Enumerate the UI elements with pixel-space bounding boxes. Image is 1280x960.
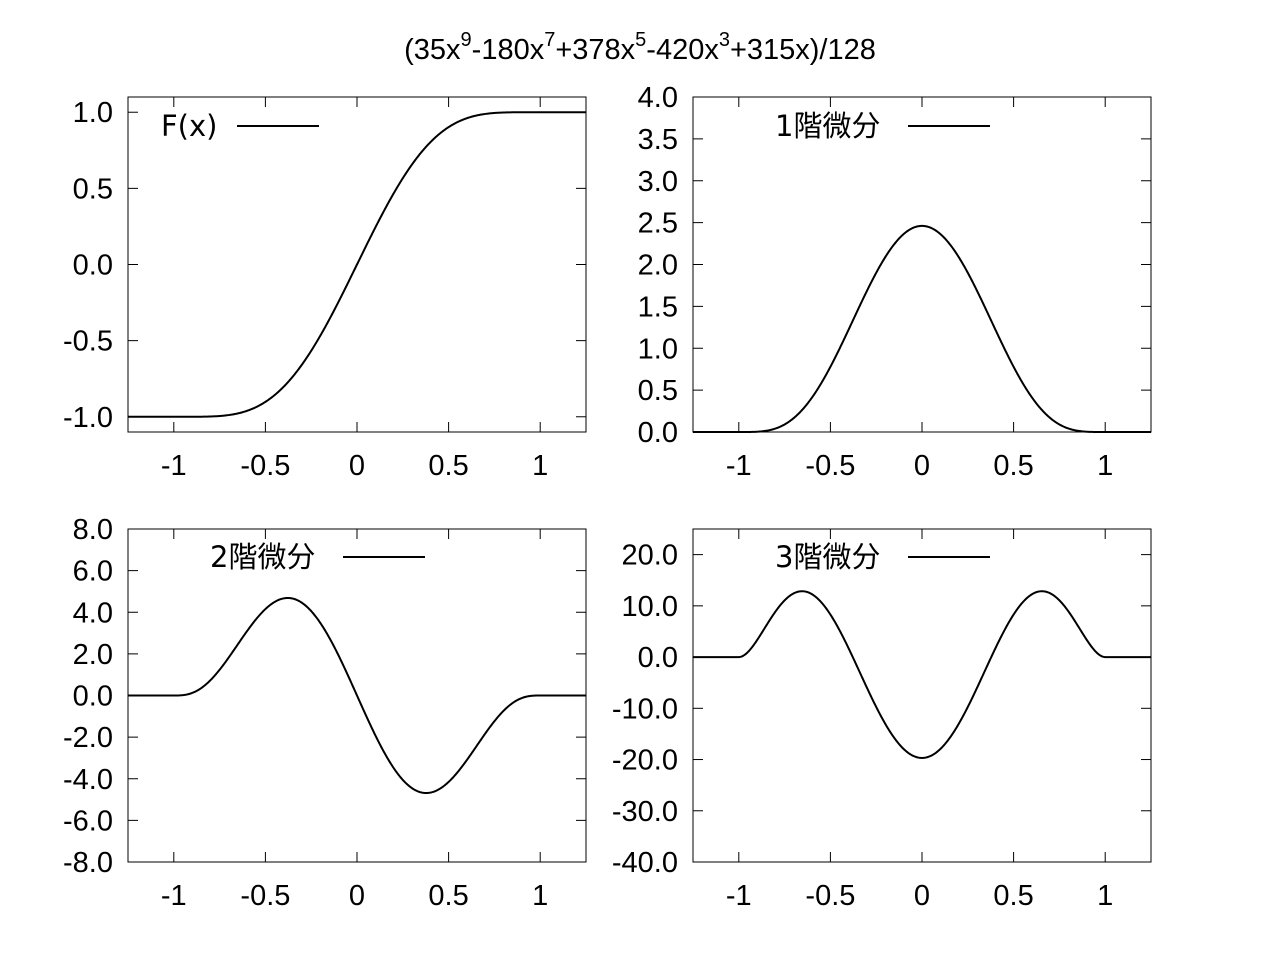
- y-tick-label: -10.0: [612, 693, 678, 725]
- y-tick-label: 3.5: [638, 124, 678, 156]
- x-tick-label: -1: [726, 880, 752, 912]
- x-tick-label: -0.5: [805, 450, 855, 482]
- chart-panel-3: -1 -0.5 0 0.5 1 -8.0 -6.0 -4.0 -2.0 0.0 2.0 4.0 6.0 8…: [63, 514, 587, 912]
- y-tick-label: 2.5: [638, 208, 678, 240]
- series-line: [693, 224, 1151, 433]
- legend-label: F(x): [161, 109, 217, 143]
- chart-panel-4: -1 -0.5 0 0.5 1 -40.0 -30.0 -20.0 -10.0 0.0 10.0 20…: [612, 528, 1152, 912]
- legend-label: 1階微分: [775, 109, 880, 143]
- x-tick-label: 0: [349, 450, 365, 482]
- y-tick-label: 1.0: [638, 333, 678, 365]
- x-tick-label: 1: [532, 880, 548, 912]
- y-tick-label: -2.0: [63, 722, 113, 754]
- title-superscript: 5: [635, 29, 646, 51]
- x-tick-label: 0.5: [428, 880, 468, 912]
- x-tick-label: 0.5: [993, 450, 1033, 482]
- x-tick-label: 0: [349, 880, 365, 912]
- y-tick-label: 4.0: [638, 82, 678, 114]
- title-segment: +378x: [555, 34, 635, 66]
- y-tick-label: 6.0: [73, 556, 113, 588]
- y-tick-label: 10.0: [622, 591, 678, 623]
- y-tick-label: 0.5: [638, 375, 678, 407]
- chart-panel-1: -1 -0.5 0 0.5 1 -1.0 -0.5 0.0 0.5 1.0 F(x): [63, 96, 587, 482]
- x-tick-label: 1: [532, 450, 548, 482]
- y-tick-label: 2.0: [73, 639, 113, 671]
- title-superscript: 3: [719, 29, 730, 51]
- title-segment: -180x: [472, 34, 545, 66]
- y-tick-label: -6.0: [63, 805, 113, 837]
- y-tick-label: 0.0: [73, 681, 113, 713]
- y-tick-label: -40.0: [612, 847, 678, 879]
- plot-frame: [692, 528, 1152, 863]
- x-tick-label: 0.5: [993, 880, 1033, 912]
- y-tick-label: -30.0: [612, 796, 678, 828]
- series-line: [693, 590, 1151, 759]
- x-tick-label: 0: [914, 880, 930, 912]
- x-tick-label: 0.5: [428, 450, 468, 482]
- y-tick-label: -0.5: [63, 326, 113, 358]
- x-tick-label: 1: [1097, 450, 1113, 482]
- x-tick-label: -0.5: [240, 880, 290, 912]
- series-line: [128, 111, 586, 418]
- y-tick-label: 0.5: [73, 173, 113, 205]
- y-tick-label: 4.0: [73, 597, 113, 629]
- legend-label: 3階微分: [775, 540, 880, 574]
- chart-title: (35x9-180x7+378x5-420x3+315x)/128: [404, 29, 876, 66]
- y-tick-label: 20.0: [622, 540, 678, 572]
- plot-frame: [692, 96, 1152, 433]
- y-tick-label: 1.0: [73, 97, 113, 129]
- series-line: [128, 596, 586, 795]
- legend-label: 2階微分: [210, 540, 315, 574]
- x-tick-label: -1: [161, 880, 187, 912]
- title-segment: (35x: [404, 34, 461, 66]
- y-tick-label: 0.0: [73, 250, 113, 282]
- x-tick-label: -0.5: [805, 880, 855, 912]
- title-superscript: 7: [544, 29, 555, 51]
- title-segment: -420x: [646, 34, 719, 66]
- title-superscript: 9: [461, 29, 472, 51]
- y-tick-label: 2.0: [638, 250, 678, 282]
- y-tick-label: -20.0: [612, 745, 678, 777]
- y-tick-label: 0.0: [638, 642, 678, 674]
- y-tick-label: -8.0: [63, 847, 113, 879]
- y-tick-label: -4.0: [63, 764, 113, 796]
- y-tick-label: 0.0: [638, 417, 678, 449]
- x-tick-label: -1: [161, 450, 187, 482]
- x-tick-label: -0.5: [240, 450, 290, 482]
- x-tick-label: 1: [1097, 880, 1113, 912]
- chart-panel-2: -1 -0.5 0 0.5 1 0.0 0.5 1.0 1.5 2.0 2.5 3.0 3.5 4.0 1階…: [638, 82, 1152, 482]
- y-tick-label: -1.0: [63, 402, 113, 434]
- y-tick-label: 8.0: [73, 514, 113, 546]
- title-segment: +315x)/128: [730, 34, 876, 66]
- y-tick-label: 1.5: [638, 291, 678, 323]
- x-tick-label: -1: [726, 450, 752, 482]
- y-tick-label: 3.0: [638, 166, 678, 198]
- x-tick-label: 0: [914, 450, 930, 482]
